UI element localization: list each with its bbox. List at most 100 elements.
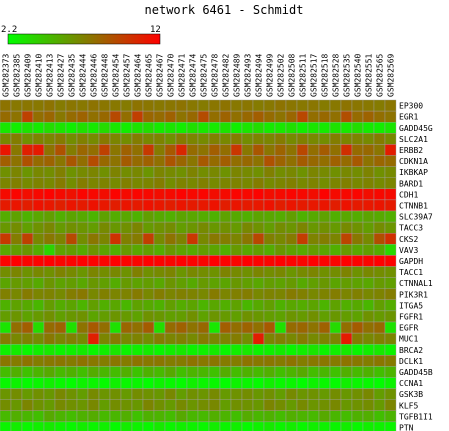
- heatmap-cell: [373, 210, 386, 223]
- heatmap-cell: [175, 344, 188, 356]
- heatmap-cell: [208, 366, 221, 378]
- column-label: GSM282454: [112, 53, 121, 97]
- heatmap-cell: [142, 288, 155, 301]
- heatmap-cell: [21, 155, 34, 167]
- heatmap-cell: [208, 277, 221, 289]
- heatmap-cell: [197, 399, 210, 412]
- heatmap-cell: [351, 277, 364, 289]
- heatmap-cell: [87, 399, 100, 412]
- heatmap-cell: [153, 310, 166, 323]
- heatmap-cell: [230, 255, 243, 267]
- chart-title: network 6461 - Schmidt: [145, 3, 304, 17]
- heatmap-cell: [76, 388, 89, 400]
- heatmap-cell: [0, 221, 12, 234]
- heatmap-cell: [197, 188, 210, 201]
- column-label: GSM282502: [277, 53, 286, 97]
- heatmap-cell: [120, 166, 133, 178]
- heatmap-cell: [208, 332, 221, 345]
- heatmap-cell: [274, 410, 287, 423]
- heatmap-cell: [164, 232, 177, 245]
- heatmap-cell: [373, 155, 386, 167]
- heatmap-cell: [241, 177, 254, 189]
- heatmap-cell: [175, 110, 188, 123]
- heatmap-cell: [219, 99, 232, 112]
- heatmap-cell: [241, 410, 254, 423]
- heatmap-cell: [362, 421, 375, 431]
- heatmap-cell: [76, 188, 89, 201]
- heatmap-cell: [197, 221, 210, 234]
- heatmap-cell: [241, 377, 254, 389]
- heatmap-cell: [98, 232, 111, 245]
- heatmap-cell: [263, 155, 276, 167]
- heatmap-cell: [274, 144, 287, 156]
- heatmap-cell: [373, 377, 386, 389]
- heatmap-cell: [32, 221, 45, 234]
- heatmap-cell: [263, 321, 276, 334]
- heatmap-cell: [98, 155, 111, 167]
- heatmap-cell: [131, 110, 144, 123]
- heatmap-cell: [21, 421, 34, 431]
- heatmap-cell: [340, 277, 353, 289]
- heatmap-cell: [274, 332, 287, 345]
- heatmap-cell: [65, 344, 78, 356]
- heatmap-cell: [186, 210, 199, 223]
- heatmap-cell: [373, 99, 386, 112]
- heatmap-cell: [153, 166, 166, 178]
- heatmap-cell: [351, 188, 364, 201]
- heatmap-cell: [263, 355, 276, 367]
- heatmap-cell: [340, 155, 353, 167]
- heatmap-cell: [43, 399, 56, 412]
- heatmap-cell: [76, 199, 89, 212]
- heatmap-cell: [164, 410, 177, 423]
- heatmap-cell: [351, 388, 364, 400]
- row-label: IKBKAP: [399, 168, 428, 177]
- heatmap-cell: [98, 299, 111, 312]
- heatmap-cell: [142, 99, 155, 112]
- heatmap-cell: [76, 144, 89, 156]
- heatmap-cell: [219, 133, 232, 145]
- heatmap-cell: [164, 332, 177, 345]
- heatmap-cell: [362, 344, 375, 356]
- heatmap-cell: [98, 221, 111, 234]
- row-label: SLC2A1: [399, 135, 428, 144]
- heatmap-cell: [252, 166, 265, 178]
- row-label: TGFB1I1: [399, 412, 433, 421]
- heatmap-cell: [54, 388, 67, 400]
- heatmap-cell: [252, 388, 265, 400]
- heatmap-cell: [54, 399, 67, 412]
- heatmap-cell: [98, 310, 111, 323]
- heatmap-cell: [252, 121, 265, 134]
- heatmap-cell: [373, 121, 386, 134]
- heatmap-cell: [241, 299, 254, 312]
- heatmap-cell: [10, 288, 23, 301]
- heatmap-cell: [340, 121, 353, 134]
- heatmap-cell: [263, 188, 276, 201]
- heatmap-cell: [318, 288, 331, 301]
- heatmap-cell: [142, 399, 155, 412]
- heatmap-cell: [296, 199, 309, 212]
- row-label: EGR1: [399, 113, 418, 122]
- heatmap-cell: [329, 99, 342, 112]
- row-label: EGFR: [399, 324, 418, 333]
- heatmap-cell: [142, 310, 155, 323]
- heatmap-cell: [318, 166, 331, 178]
- heatmap-cell: [285, 377, 298, 389]
- heatmap-cell: [285, 255, 298, 267]
- heatmap-cell: [186, 410, 199, 423]
- heatmap-cell: [32, 277, 45, 289]
- heatmap-cell: [175, 377, 188, 389]
- heatmap-cell: [197, 99, 210, 112]
- heatmap-cell: [54, 110, 67, 123]
- heatmap-cell: [43, 121, 56, 134]
- heatmap-cell: [142, 344, 155, 356]
- heatmap-cell: [208, 133, 221, 145]
- heatmap-cell: [230, 410, 243, 423]
- heatmap-cell: [0, 155, 12, 167]
- heatmap-cell: [307, 421, 320, 431]
- heatmap-cell: [384, 277, 397, 289]
- heatmap-cell: [10, 410, 23, 423]
- heatmap-cell: [219, 221, 232, 234]
- heatmap-cell: [43, 110, 56, 123]
- heatmap-cell: [230, 244, 243, 256]
- heatmap-cell: [131, 321, 144, 334]
